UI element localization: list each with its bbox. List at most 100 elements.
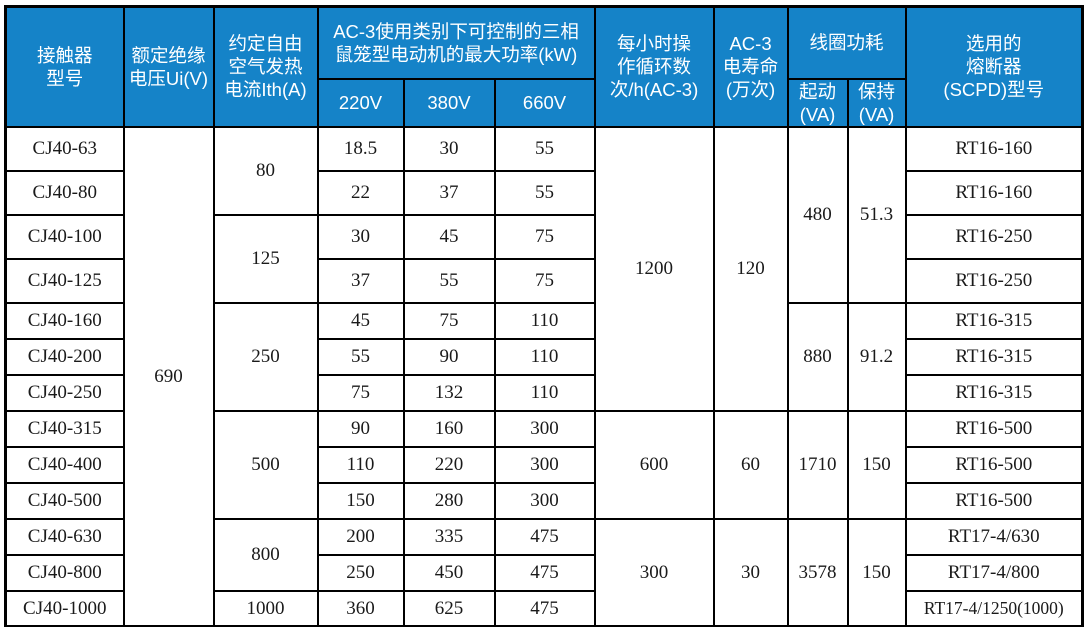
table-row: CJ40-250 75 132 110 RT16-315 xyxy=(4,373,1084,412)
cycles-cell: 1200 xyxy=(593,125,715,412)
model-cell: CJ40-400 xyxy=(4,445,125,484)
table-row: CJ40-125 37 55 75 RT16-250 xyxy=(4,257,1084,304)
header-380v: 380V xyxy=(402,77,496,128)
power-660v-cell: 55 xyxy=(493,125,596,172)
power-380v-cell: 335 xyxy=(402,517,496,556)
power-220v-cell: 150 xyxy=(316,481,405,520)
table-row: CJ40-63 690 80 18.5 30 55 1200 120 480 5… xyxy=(4,125,1084,627)
model-cell: CJ40-800 xyxy=(4,553,125,592)
power-220v-cell: 110 xyxy=(316,445,405,484)
power-380v-cell: 45 xyxy=(402,213,496,260)
insulation-voltage-cell: 690 xyxy=(122,125,215,627)
header-power-group: AC-3使用类别下可控制的三相 鼠笼型电动机的最大功率(kW) xyxy=(316,5,596,80)
header-electrical-life: AC-3 电寿命 (万次) xyxy=(712,5,789,128)
ith-cell: 500 xyxy=(212,409,319,520)
power-380v-cell: 37 xyxy=(402,169,496,216)
table-row: CJ40-630 800 200 335 475 300 30 3578 150… xyxy=(4,517,1084,627)
model-cell: CJ40-630 xyxy=(4,517,125,556)
cycles-cell: 600 xyxy=(593,409,715,520)
power-660v-cell: 75 xyxy=(493,257,596,304)
ith-cell: 80 xyxy=(212,125,319,216)
power-220v-cell: 200 xyxy=(316,517,405,556)
power-660v-cell: 475 xyxy=(493,589,596,627)
power-380v-cell: 30 xyxy=(402,125,496,172)
table-row: CJ40-200 55 90 110 RT16-315 xyxy=(4,337,1084,376)
model-cell: CJ40-315 xyxy=(4,409,125,448)
fuse-cell: RT16-315 xyxy=(904,337,1084,376)
coil-hold-cell: 91.2 xyxy=(846,301,907,412)
power-660v-cell: 110 xyxy=(493,301,596,340)
power-660v-cell: 300 xyxy=(493,481,596,520)
fuse-cell: RT16-500 xyxy=(904,445,1084,484)
coil-hold-cell: 150 xyxy=(846,517,907,627)
power-220v-cell: 90 xyxy=(316,409,405,448)
table-row: CJ40-500 150 280 300 RT16-500 xyxy=(4,481,1084,520)
coil-start-cell: 480 xyxy=(786,125,849,304)
table-row: CJ40-80 22 37 55 RT16-160 xyxy=(4,169,1084,216)
fuse-cell: RT16-500 xyxy=(904,409,1084,448)
power-380v-cell: 450 xyxy=(402,553,496,592)
header-fuse: 选用的 熔断器 (SCPD)型号 xyxy=(904,5,1084,128)
coil-hold-cell: 150 xyxy=(846,409,907,520)
power-220v-cell: 45 xyxy=(316,301,405,340)
table-row: CJ40-400 110 220 300 RT16-500 xyxy=(4,445,1084,484)
header-coil-power-group: 线圈功耗 xyxy=(786,5,907,80)
power-660v-cell: 55 xyxy=(493,169,596,216)
power-660v-cell: 475 xyxy=(493,517,596,556)
header-row-main: 接触器 型号 额定绝缘 电压Ui(V) 约定自由 空气发热 电流Ith(A) A… xyxy=(4,5,1084,128)
table-header: 接触器 型号 额定绝缘 电压Ui(V) 约定自由 空气发热 电流Ith(A) A… xyxy=(4,5,1084,128)
fuse-cell: RT16-250 xyxy=(904,213,1084,260)
model-cell: CJ40-250 xyxy=(4,373,125,412)
header-coil-start: 起动 (VA) xyxy=(786,77,849,128)
header-row-sub: 220V 380V 660V 起动 (VA) 保持 (VA) xyxy=(6,77,1083,128)
coil-hold-cell: 51.3 xyxy=(846,125,907,304)
header-660v: 660V xyxy=(493,77,596,128)
life-cell: 30 xyxy=(712,517,789,627)
power-220v-cell: 250 xyxy=(316,553,405,592)
table-row: CJ40-100 125 30 45 75 RT16-250 xyxy=(4,213,1084,304)
power-660v-cell: 300 xyxy=(493,445,596,484)
power-660v-cell: 110 xyxy=(493,337,596,376)
ith-cell: 125 xyxy=(212,213,319,304)
life-cell: 60 xyxy=(712,409,789,520)
power-220v-cell: 360 xyxy=(316,589,405,627)
power-220v-cell: 18.5 xyxy=(316,125,405,172)
header-coil-hold: 保持 (VA) xyxy=(846,77,907,128)
life-cell: 120 xyxy=(712,125,789,412)
power-220v-cell: 55 xyxy=(316,337,405,376)
power-220v-cell: 75 xyxy=(316,373,405,412)
power-380v-cell: 75 xyxy=(402,301,496,340)
contactor-spec-table: 接触器 型号 额定绝缘 电压Ui(V) 约定自由 空气发热 电流Ith(A) A… xyxy=(4,5,1085,627)
power-660v-cell: 300 xyxy=(493,409,596,448)
ith-cell: 250 xyxy=(212,301,319,412)
fuse-cell: RT16-500 xyxy=(904,481,1084,520)
power-380v-cell: 132 xyxy=(402,373,496,412)
ith-cell: 800 xyxy=(212,517,319,592)
model-cell: CJ40-160 xyxy=(4,301,125,340)
coil-start-cell: 1710 xyxy=(786,409,849,520)
fuse-cell: RT17-4/800 xyxy=(904,553,1084,592)
model-cell: CJ40-500 xyxy=(4,481,125,520)
coil-start-cell: 3578 xyxy=(786,517,849,627)
model-cell: CJ40-125 xyxy=(4,257,125,304)
model-cell: CJ40-80 xyxy=(4,169,125,216)
power-660v-cell: 475 xyxy=(493,553,596,592)
power-380v-cell: 625 xyxy=(402,589,496,627)
power-380v-cell: 55 xyxy=(402,257,496,304)
model-cell: CJ40-200 xyxy=(4,337,125,376)
coil-start-cell: 880 xyxy=(786,301,849,412)
fuse-cell: RT17-4/630 xyxy=(904,517,1084,556)
fuse-cell: RT16-315 xyxy=(904,301,1084,340)
power-660v-cell: 110 xyxy=(493,373,596,412)
ith-cell: 1000 xyxy=(212,589,319,627)
table-body: CJ40-63 690 80 18.5 30 55 1200 120 480 5… xyxy=(4,125,1084,627)
power-380v-cell: 90 xyxy=(402,337,496,376)
power-220v-cell: 30 xyxy=(316,213,405,260)
fuse-cell: RT16-160 xyxy=(904,169,1084,216)
header-220v: 220V xyxy=(316,77,405,128)
table-row: CJ40-315 500 90 160 300 600 60 1710 150 … xyxy=(4,409,1084,520)
power-380v-cell: 220 xyxy=(402,445,496,484)
power-380v-cell: 280 xyxy=(402,481,496,520)
power-660v-cell: 75 xyxy=(493,213,596,260)
header-model: 接触器 型号 xyxy=(4,5,125,128)
